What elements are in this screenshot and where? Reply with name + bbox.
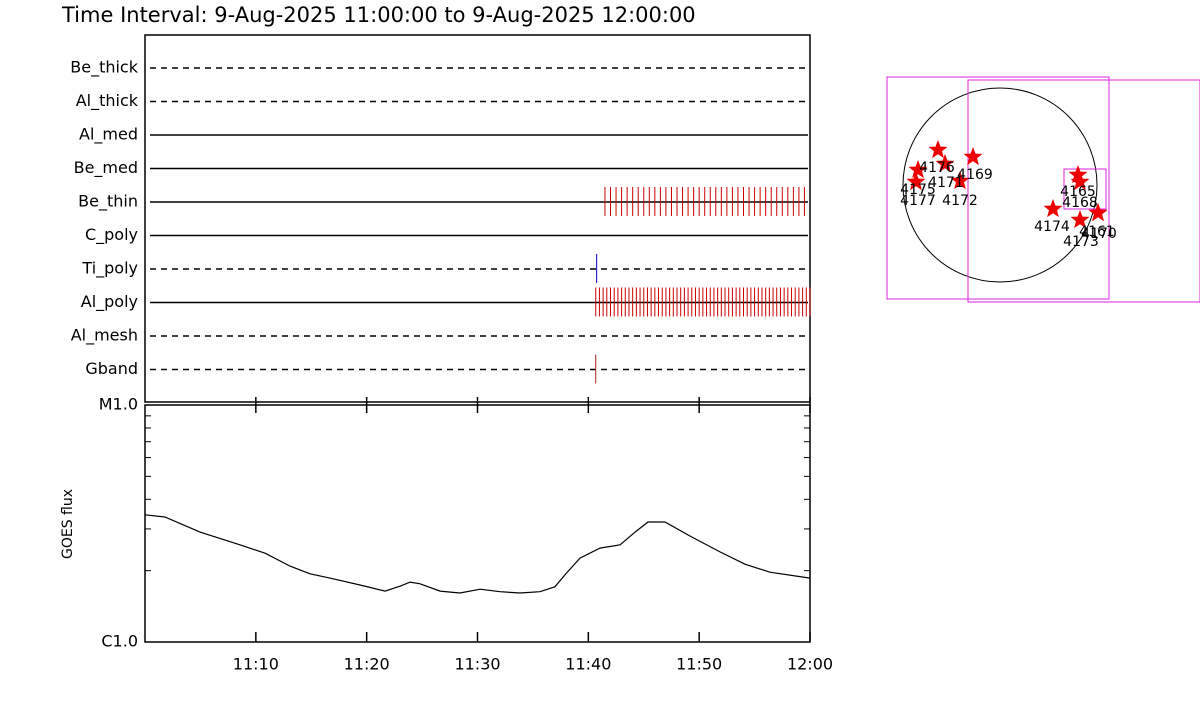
region-label: 4170 xyxy=(1081,226,1117,242)
row-label: Al_med xyxy=(79,125,138,145)
region-label: 4173 xyxy=(1063,234,1099,250)
region-label: 4172 xyxy=(942,193,978,209)
x-tick-label: 11:20 xyxy=(344,655,390,674)
region-marker xyxy=(935,154,955,173)
region-marker xyxy=(1088,203,1108,222)
region-label: 4171 xyxy=(928,175,964,191)
row-label: Al_thick xyxy=(76,91,139,111)
region-label: 4168 xyxy=(1062,195,1098,211)
region-marker xyxy=(1068,165,1088,184)
region-label: 4177 xyxy=(900,193,936,209)
fov-box xyxy=(886,76,1110,300)
region-marker xyxy=(908,160,928,179)
region-marker xyxy=(950,171,970,190)
row-label: Al_poly xyxy=(81,292,138,312)
timeline-frame xyxy=(144,34,811,403)
fov-box xyxy=(1063,168,1107,210)
region-label: 4169 xyxy=(957,167,993,183)
region-marker xyxy=(963,147,983,166)
row-label: Be_med xyxy=(74,158,138,178)
solar-disk xyxy=(902,87,1098,283)
region-label: 4161 xyxy=(1079,224,1115,240)
region-label: 4176 xyxy=(919,160,955,176)
region-label: 4175 xyxy=(900,182,936,198)
y-tick-label: M1.0 xyxy=(99,395,138,414)
chart-title: Time Interval: 9-Aug-2025 11:00:00 to 9-… xyxy=(61,3,696,27)
x-tick-label: 11:30 xyxy=(454,655,500,674)
x-tick-label: 11:40 xyxy=(565,655,611,674)
y-tick-label: C1.0 xyxy=(101,632,138,651)
row-label: Be_thin xyxy=(78,192,138,212)
row-label: Al_mesh xyxy=(71,326,138,346)
region-marker xyxy=(928,140,948,159)
row-label: Be_thick xyxy=(70,58,138,78)
row-label: Gband xyxy=(85,359,138,378)
row-label: Ti_poly xyxy=(81,259,138,279)
region-marker xyxy=(1043,199,1063,218)
x-tick-label: 11:10 xyxy=(233,655,279,674)
row-label: C_poly xyxy=(85,225,138,245)
x-tick-label: 12:00 xyxy=(787,655,833,674)
region-marker xyxy=(1070,210,1090,229)
goes-line xyxy=(144,514,811,594)
goes-frame xyxy=(144,404,811,643)
y-axis-label: GOES flux xyxy=(60,489,76,559)
region-marker xyxy=(906,172,926,191)
region-marker xyxy=(1070,172,1090,191)
region-label: 4165 xyxy=(1060,184,1096,200)
x-tick-label: 11:50 xyxy=(676,655,722,674)
fov-box xyxy=(967,79,1200,303)
region-label: 4174 xyxy=(1034,219,1070,235)
